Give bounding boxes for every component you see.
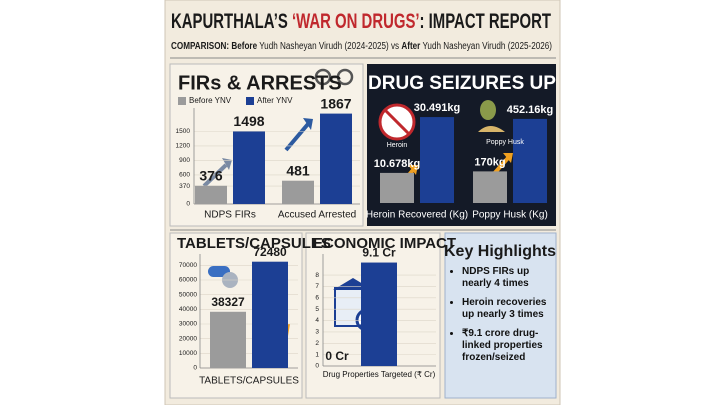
value-label: 1498: [233, 113, 264, 129]
highlights-list: NDPS FIRs up nearly 4 times Heroin recove…: [450, 266, 554, 364]
x-tick-label: TABLETS/CAPSULES: [199, 376, 299, 387]
highlights-items: NDPS FIRs up nearly 4 times Heroin recove…: [450, 266, 554, 364]
y-tick-label: 370: [179, 183, 190, 190]
value-label: 170kg: [474, 156, 505, 168]
subtitle-part: Yudh Nasheyan Virudh (2024-2025) vs: [257, 41, 401, 52]
value-label: 376: [199, 167, 223, 183]
subtitle: COMPARISON: Before Yudh Nasheyan Virudh …: [171, 41, 552, 52]
y-tick-label: 0: [186, 201, 190, 208]
y-tick-label: 20000: [179, 335, 197, 342]
legend-swatch: [178, 97, 186, 105]
y-tick-label: 2: [315, 340, 319, 347]
y-tick-label: 5: [315, 306, 319, 313]
highlights-panel: [444, 232, 557, 399]
y-tick-label: 30000: [179, 321, 197, 328]
x-tick-label: NDPS FIRs: [204, 210, 256, 221]
value-label: 1867: [320, 95, 351, 111]
icon-label: Poppy Husk: [486, 139, 524, 146]
x-tick-label: Drug Properties Targeted (₹ Cr): [322, 370, 436, 379]
x-tick-label: Poppy Husk (Kg): [472, 210, 548, 221]
subtitle-part: After: [401, 41, 420, 52]
bar: [513, 118, 547, 203]
y-tick-label: 50000: [179, 291, 197, 298]
value-label: 10.678kg: [374, 158, 420, 170]
bar: [252, 261, 288, 368]
x-tick-label: Accused Arrested: [278, 210, 356, 221]
value-label: 9.1 Cr: [362, 246, 396, 260]
chart-title: ECONOMIC IMPACT: [313, 235, 456, 252]
y-tick-label: 40000: [179, 306, 197, 313]
y-tick-label: 900: [179, 157, 190, 164]
bar: [233, 131, 265, 204]
value-label: 0 Cr: [325, 349, 349, 363]
main-title: KAPURTHALA’S ‘WAR ON DRUGS’: IMPACT REPO…: [171, 10, 551, 33]
bar: [361, 262, 397, 366]
title-part: : IMPACT REPORT: [420, 10, 552, 33]
y-tick-label: 70000: [179, 262, 197, 269]
title-part: KAPURTHALA’S: [171, 10, 292, 33]
poppy-icon: [478, 100, 505, 132]
handcuff-icon: [314, 68, 354, 86]
bar: [420, 117, 454, 203]
highlight-item: NDPS FIRs up nearly 4 times: [462, 266, 554, 290]
highlight-item: Heroin recoveries up nearly 3 times: [462, 297, 554, 321]
y-tick-label: 1: [315, 351, 319, 358]
x-tick-label: Heroin Recovered (Kg): [366, 210, 468, 221]
bar: [320, 113, 352, 204]
highlights-title: Key Highlights: [444, 243, 556, 260]
bar: [473, 171, 507, 203]
y-tick-label: 3: [315, 329, 319, 336]
y-tick-label: 1500: [176, 128, 191, 135]
category-label-box: Drug Properties Targeted (₹ Cr): [322, 370, 436, 379]
legend-label: Before YNV: [189, 96, 232, 105]
bar: [195, 185, 227, 204]
y-tick-label: 4: [315, 317, 319, 324]
legend-label: After YNV: [257, 96, 293, 105]
subtitle-part: COMPARISON:: [171, 41, 229, 52]
highlight-item: ₹9.1 crore drug-linked properties frozen…: [462, 328, 554, 364]
y-tick-label: 1200: [176, 143, 191, 150]
heroin-icon: [378, 103, 416, 141]
bar: [380, 172, 414, 203]
y-tick-label: 0: [315, 363, 319, 370]
value-label: 38327: [211, 295, 245, 309]
value-label: 452.16kg: [507, 104, 553, 116]
chart-title: TABLETS/CAPSULES: [177, 235, 331, 252]
highlights-box: NDPS FIRs up nearly 4 times Heroin recove…: [450, 266, 554, 394]
title-highlight: ‘WAR ON DRUGS’: [292, 10, 420, 33]
value-label: 72480: [253, 245, 287, 259]
subtitle-part: Before: [229, 41, 257, 52]
y-tick-label: 60000: [179, 277, 197, 284]
chart-title: FIRs & ARRESTS: [178, 72, 342, 94]
y-tick-label: 7: [315, 283, 319, 290]
subtitle-part: Yudh Nasheyan Virudh (2025-2026): [420, 41, 552, 52]
y-tick-label: 600: [179, 172, 190, 179]
bar: [282, 180, 314, 204]
value-label: 30.491kg: [414, 102, 460, 114]
chart-title: DRUG SEIZURES UP: [368, 73, 556, 94]
value-label: 481: [286, 162, 310, 178]
y-tick-label: 10000: [179, 350, 197, 357]
y-tick-label: 0: [193, 365, 197, 372]
bar: [210, 311, 246, 368]
icon-label: Heroin: [387, 142, 408, 149]
y-tick-label: 8: [315, 272, 319, 279]
legend-swatch: [246, 97, 254, 105]
y-tick-label: 6: [315, 295, 319, 302]
